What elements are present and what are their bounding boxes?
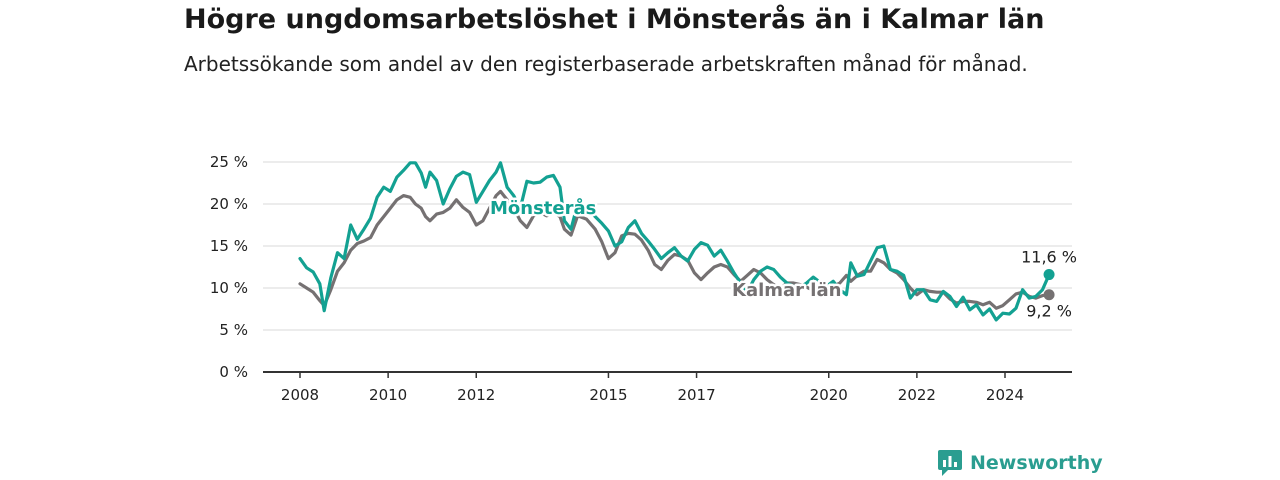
y-tick-label: 10 % <box>210 279 248 297</box>
series-line-monsteras <box>298 161 1051 322</box>
series-end-point <box>1043 269 1055 281</box>
end-label-kalmar-lan: 9,2 % <box>1026 302 1072 321</box>
y-tick-label: 15 % <box>210 237 248 255</box>
grid-lines <box>263 161 1072 331</box>
x-tick-label: 2022 <box>898 386 936 404</box>
x-tick-label: 2017 <box>677 386 715 404</box>
x-tick-label: 2008 <box>281 386 319 404</box>
x-tick-label: 2015 <box>589 386 627 404</box>
series-label-monsteras: Mönsterås <box>490 197 596 219</box>
y-axis-tick-labels: 0 % 5 % 10 % 15 % 20 % 25 % <box>210 153 248 381</box>
newsworthy-logo-icon <box>938 450 962 476</box>
x-tick-label: 2010 <box>369 386 407 404</box>
brand-logo: Newsworthy <box>938 450 1103 476</box>
x-tick-label: 2024 <box>986 386 1024 404</box>
brand-name: Newsworthy <box>970 452 1103 474</box>
series-labels: Mönsterås Kalmar län 11,6 % 9,2 % <box>488 195 1078 321</box>
chart-title: Högre ungdomsarbetslöshet i Mönsterås än… <box>184 4 1045 35</box>
series-label-kalmar-lan: Kalmar län <box>732 280 841 301</box>
x-tick-label: 2020 <box>810 386 848 404</box>
y-tick-label: 5 % <box>219 321 248 339</box>
y-tick-label: 0 % <box>219 363 248 381</box>
x-tick-label: 2012 <box>457 386 495 404</box>
x-axis: 2008 2010 2012 2015 2017 2020 2022 2024 <box>263 371 1072 404</box>
series-lines <box>298 161 1055 322</box>
end-label-monsteras: 11,6 % <box>1021 248 1077 267</box>
y-tick-label: 20 % <box>210 195 248 213</box>
series-end-point <box>1043 289 1055 301</box>
chart-subtitle: Arbetssökande som andel av den registerb… <box>184 52 1028 76</box>
y-tick-label: 25 % <box>210 153 248 171</box>
